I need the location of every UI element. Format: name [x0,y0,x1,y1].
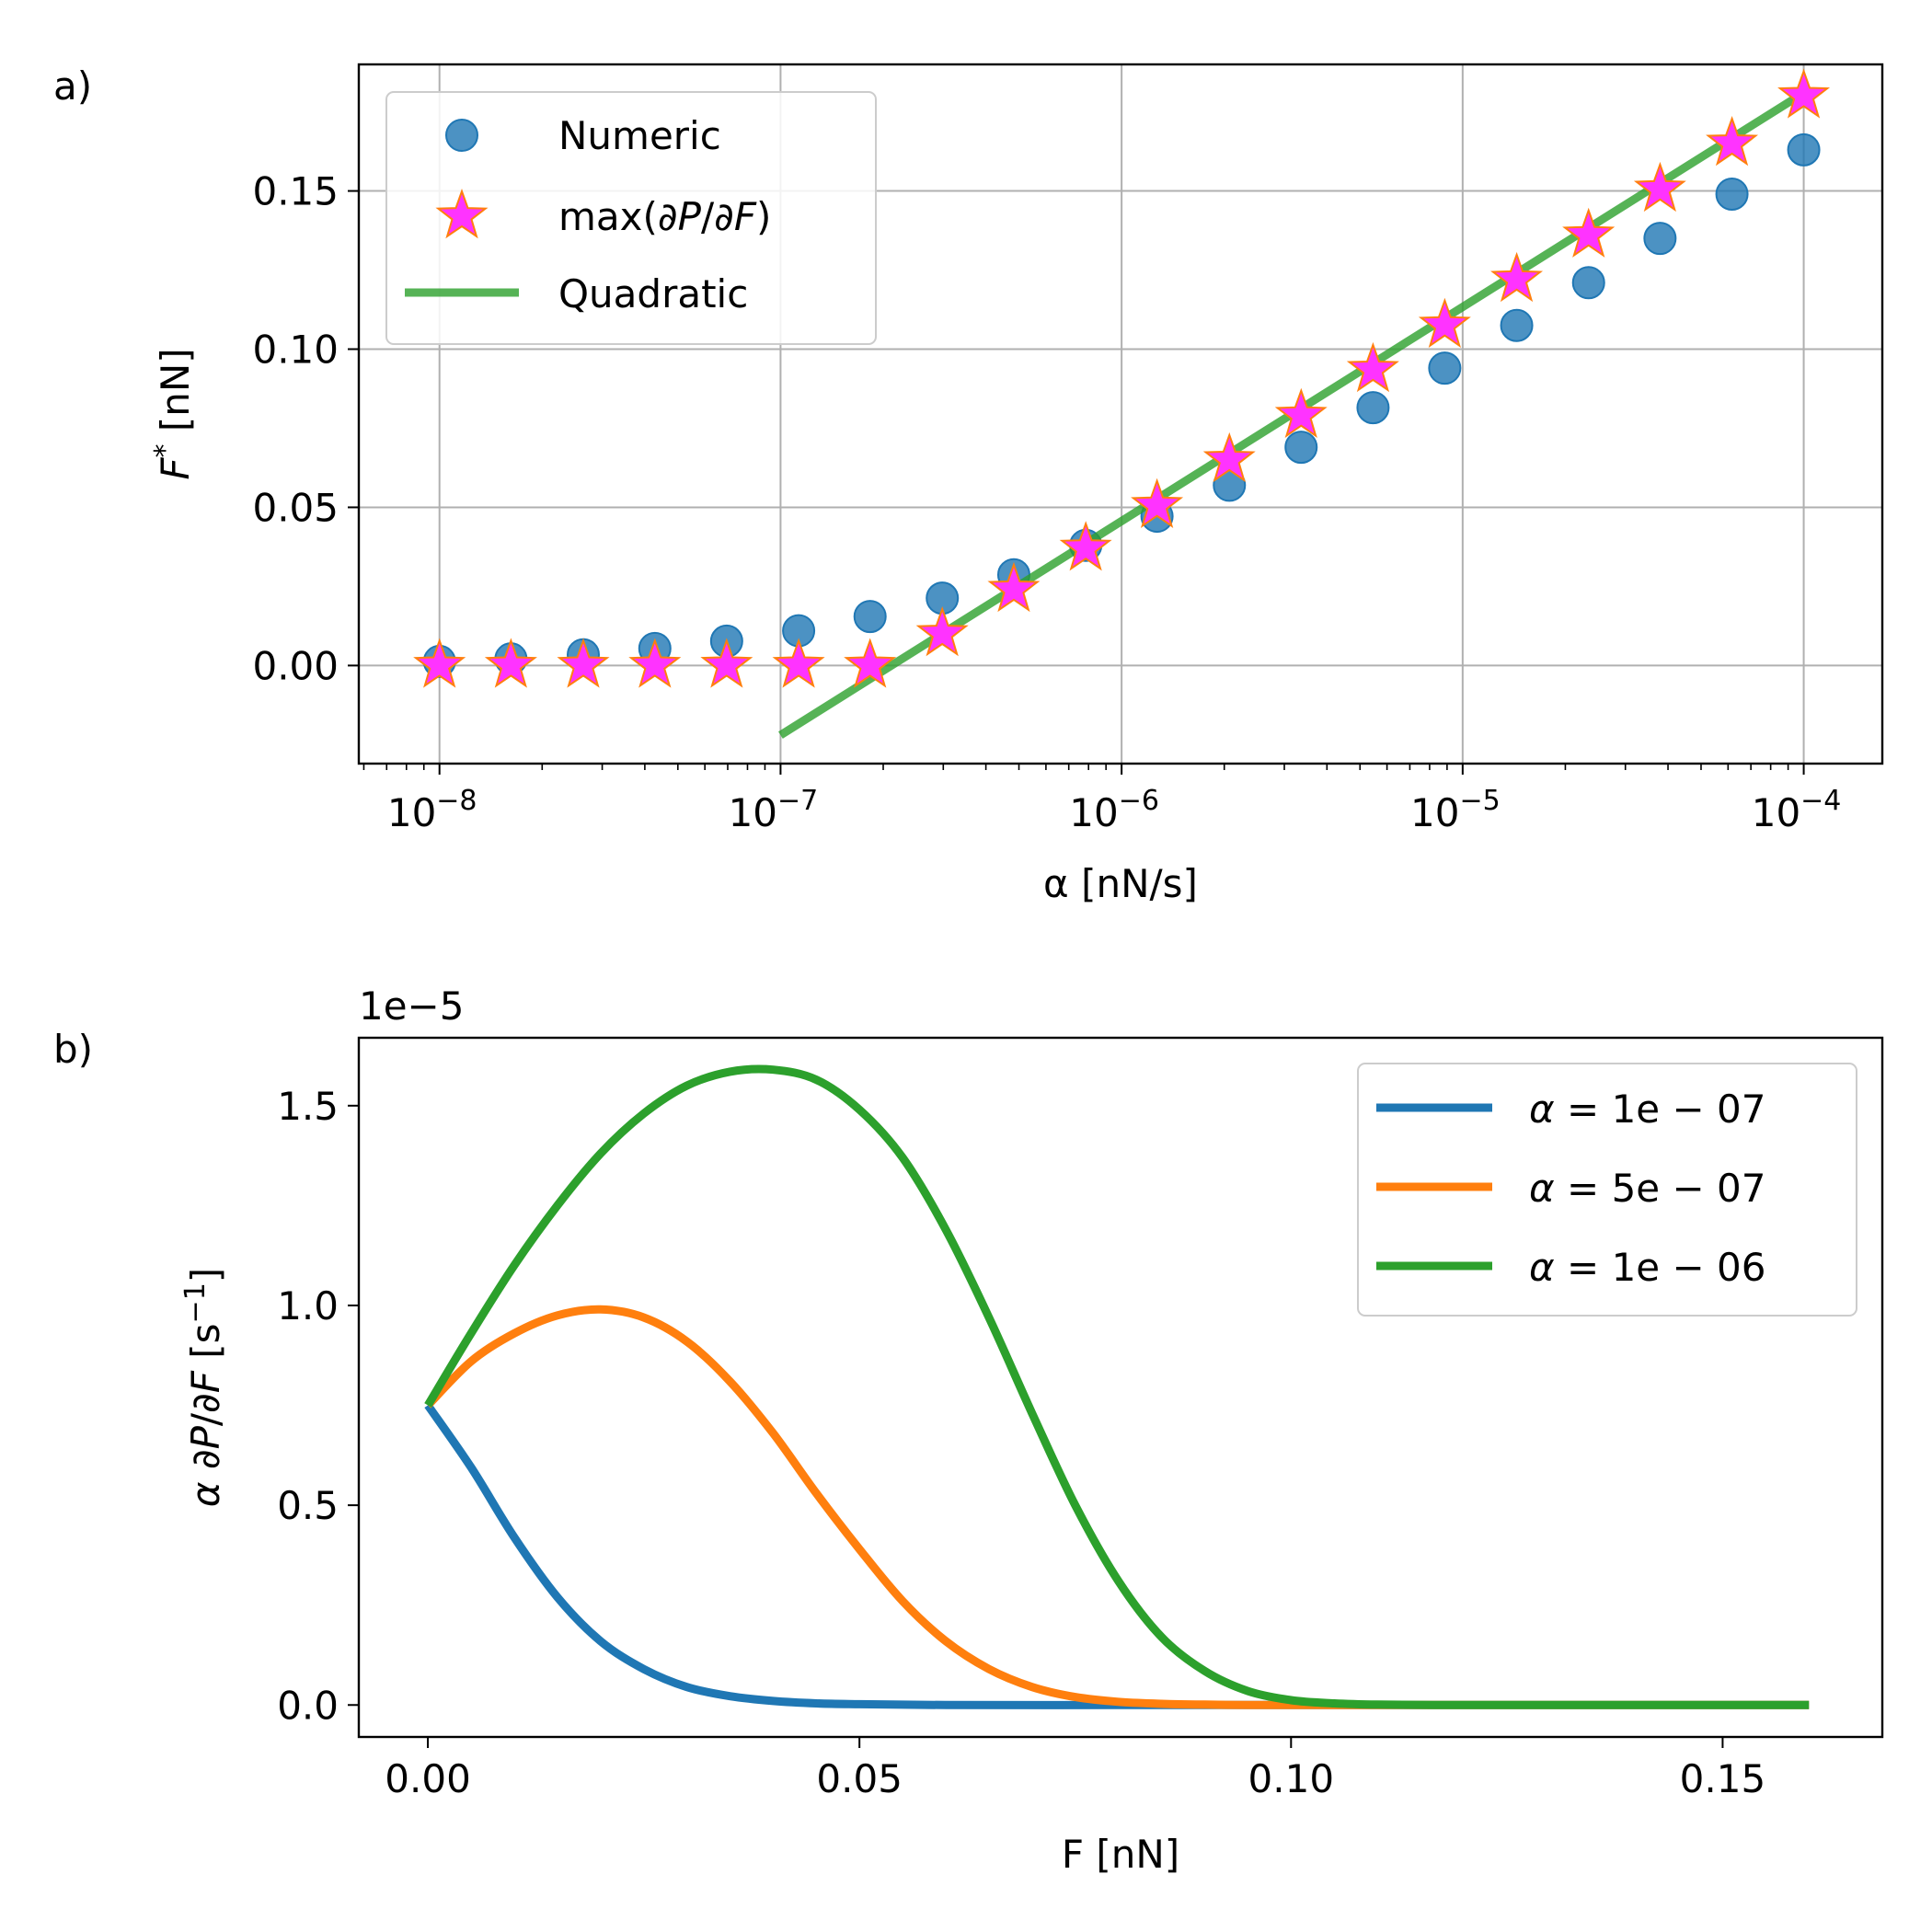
max-dpdf-point [484,638,537,688]
panel-b-x-ticks: 0.00 0.05 0.10 0.15 [385,1737,1765,1801]
max-dpdf-point [1059,521,1112,571]
max-dpdf-point [1633,161,1686,213]
panel-a-x-tick-label: 10−5 [1410,785,1501,835]
panel-b-y-axis-label: α ∂P/∂F [s−1] [179,1268,228,1507]
alpha-1e-07-curve [424,1402,1810,1709]
panel-b-x-tick-label: 0.00 [385,1756,471,1801]
panel-a-label: a) [53,63,92,109]
panel-b-x-tick-label: 0.10 [1248,1756,1335,1801]
panel-b-x-axis-label: F [nN] [1062,1832,1179,1877]
max-dpdf-point [413,638,466,688]
max-dpdf-point [700,638,753,688]
numeric-point [1428,351,1462,385]
max-dpdf-point [1131,477,1184,529]
legend-alpha2-label: α = 5e − 07 [1529,1166,1765,1211]
max-dpdf-point [1706,116,1759,167]
panel-a-y-ticks: 0.00 0.05 0.10 0.15 [252,169,359,688]
panel-a-x-tick-label: 10−7 [729,785,819,835]
max-dpdf-point [1562,207,1616,258]
panel-a-axes-frame [357,63,1884,765]
max-dpdf-point [1418,297,1471,349]
legend-numeric-marker [445,119,478,152]
numeric-point [1787,132,1821,167]
panel-b-data [424,1064,1810,1709]
legend-alpha3-label: α = 1e − 06 [1529,1245,1765,1290]
panel-b-legend: α = 1e − 07 α = 5e − 07 α = 1e − 06 [1357,1063,1857,1317]
panel-a-y-tick-label: 0.15 [252,169,339,214]
panel-a-x-tick-label: 10−8 [387,785,477,835]
panel-b-y-tick-label: 0.5 [277,1483,339,1528]
max-dpdf-point [772,638,825,688]
numeric-point [1643,222,1677,256]
max-dpdf-point [844,638,897,688]
numeric-point [1715,177,1749,211]
numeric-point [1356,391,1390,425]
panel-b-x-tick-label: 0.15 [1680,1756,1766,1801]
legend-alpha1-label: α = 1e − 07 [1529,1087,1765,1132]
panel-b-y-tick-label: 1.0 [277,1283,339,1328]
panel-b-y-ticks: 0.0 0.5 1.0 1.5 [277,1084,359,1728]
panel-a-x-tick-label: 10−6 [1069,785,1159,835]
max-dpdf-point [1274,387,1328,439]
numeric-point [1571,266,1605,300]
panel-a-data [413,68,1831,739]
panel-b-label: b) [53,1027,93,1072]
panel-a-y-tick-label: 0.10 [252,328,339,373]
panel-a-x-tick-label: 10−4 [1752,785,1842,835]
panel-a-legend-box [385,91,877,345]
legend-max-label: max(∂P/∂F) [558,194,771,239]
legend-max-marker [435,189,489,239]
max-dpdf-point [1202,431,1256,483]
numeric-point [1284,431,1318,465]
panel-a-y-axis-label: F* [nN] [149,348,198,479]
max-dpdf-point [915,606,969,657]
numeric-point [1500,308,1534,342]
panel-a-y-tick-label: 0.00 [252,643,339,688]
max-dpdf-point [1777,68,1831,119]
legend-quadratic-label: Quadratic [558,271,748,316]
panel-b-y-tick-label: 0.0 [277,1683,339,1728]
panel-b-legend-box [1357,1063,1857,1317]
max-dpdf-point [987,561,1041,613]
panel-b-y-tick-label: 1.5 [277,1084,339,1129]
panel-b-offset-text: 1e−5 [359,983,464,1029]
max-dpdf-point [557,638,610,688]
alpha-5e-07-curve [424,1305,1810,1709]
max-dpdf-point [1490,251,1544,303]
max-dpdf-point [1346,341,1399,393]
panel-a-x-ticks: 10−8 10−7 10−6 10−5 10−4 [362,764,1842,835]
max-dpdf-point [628,638,682,688]
panel-b-axes-frame [357,1036,1884,1739]
numeric-point [853,600,887,634]
alpha-1e-06-curve [424,1064,1810,1709]
panel-a-legend: Numeric max(∂P/∂F) Quadratic [385,91,877,345]
panel-a-x-axis-label: α [nN/s] [1043,861,1198,906]
legend-numeric-label: Numeric [558,113,721,158]
panel-a-y-tick-label: 0.05 [252,485,339,530]
panel-b-x-tick-label: 0.05 [816,1756,903,1801]
